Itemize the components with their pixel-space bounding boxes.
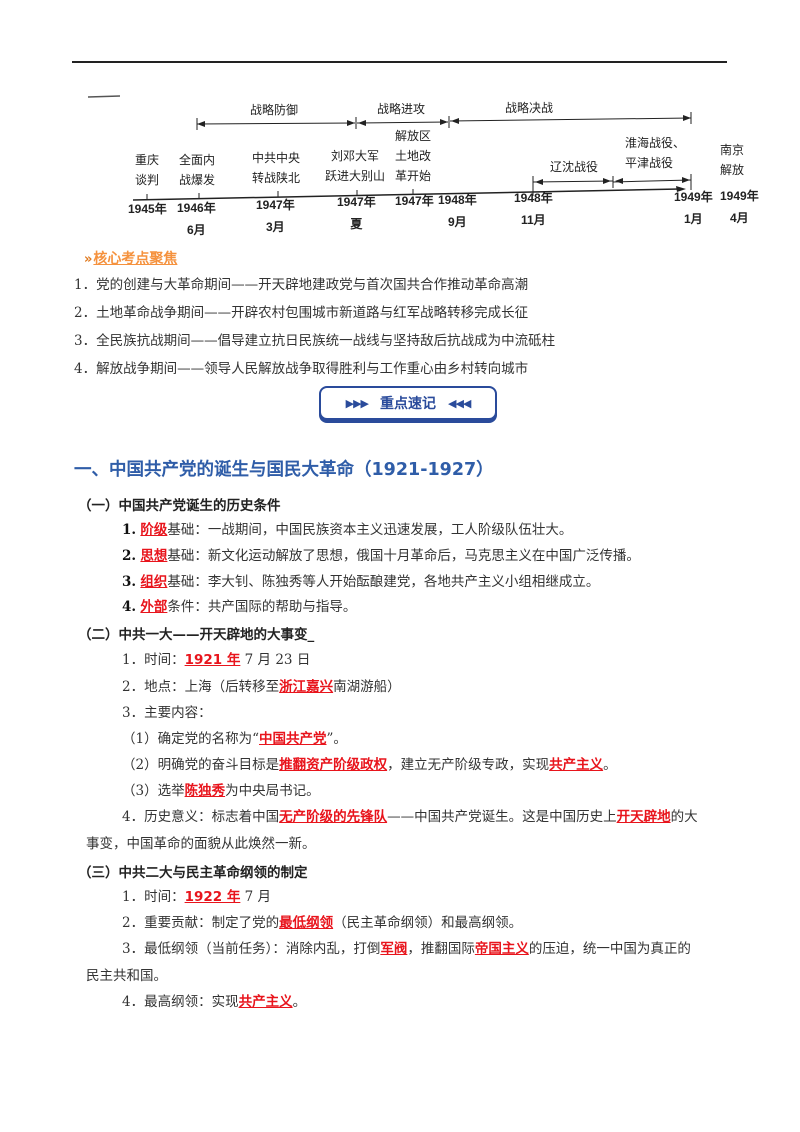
first-congress-content-label: 3．主要内容： bbox=[122, 705, 212, 721]
event-shaanbei: 中共中央 转战陕北 bbox=[252, 151, 301, 185]
focus-heading-label: 核心考点聚焦 bbox=[93, 251, 178, 267]
date-1948-9: 1948年 9月 bbox=[438, 193, 477, 229]
double-chevron-icon: » bbox=[84, 252, 93, 267]
header-rule bbox=[72, 61, 727, 63]
date-1945: 1945年 bbox=[128, 202, 167, 216]
subsection-title-3: （三）中共二大与民主革命纲领的制定 bbox=[78, 865, 308, 881]
liberation-war-timeline: 战略防御 战略进攻 战略决战 重庆 谈判 全面内 战爆发 中共中央 转战陕北 刘邓大军… bbox=[80, 90, 759, 240]
phase-defense: 战略防御 bbox=[250, 103, 299, 117]
date-1947-summer: 1947年夏 bbox=[337, 195, 376, 231]
timeline-lines bbox=[87, 95, 692, 201]
condition-item: 2. 思想基础：新文化运动解放了思想，俄国十月革命后，马克思主义在中国广泛传播。 bbox=[122, 548, 640, 564]
triple-right-arrow-icon: ▶▶▶ bbox=[345, 396, 369, 410]
event-huaihai-pingjin: 淮海战役、 平津战役 bbox=[625, 136, 686, 170]
content-item-3: （3）选举陈独秀为中央局书记。 bbox=[122, 783, 320, 799]
section-title: 一、中国共产党的诞生与国民大革命（1921-1927） bbox=[74, 460, 494, 480]
triple-left-arrow-icon: ◀◀◀ bbox=[448, 396, 471, 410]
date-1948-11: 1948年 11月 bbox=[514, 191, 553, 227]
condition-item: 3. 组织基础：李大钊、陈独秀等人开始酝酿建党，各地共产主义小组相继成立。 bbox=[122, 574, 600, 590]
key-notes-banner: ▶▶▶ 重点速记 ◀◀◀ bbox=[319, 386, 497, 420]
event-civil-war: 全面内 战爆发 bbox=[179, 153, 216, 187]
significance-continued: 事变，中国革命的面貌从此焕然一新。 bbox=[86, 836, 316, 852]
focus-item: 1．党的创建与大革命期间——开天辟地建政党与首次国共合作推动革命高潮 bbox=[74, 277, 529, 293]
phase-decisive: 战略决战 bbox=[505, 101, 554, 115]
date-1946-6: 1946年 6月 bbox=[177, 201, 216, 237]
minimum-program-continued: 民主共和国。 bbox=[86, 968, 167, 984]
date-1949-4: 1949年 4月 bbox=[720, 189, 759, 225]
subsection-title-2: （二）中共一大——开天辟地的大事变_ bbox=[78, 627, 315, 643]
significance: 4．历史意义：标志着中国无产阶级的先锋队——中国共产党诞生。这是中国历史上开天辟… bbox=[122, 809, 698, 825]
first-congress-time: 1．时间：1921 年 7 月 23 日 bbox=[122, 652, 311, 668]
second-congress-contribution: 2．重要贡献：制定了党的最低纲领（民主革命纲领）和最高纲领。 bbox=[122, 915, 523, 931]
first-congress-place: 2．地点：上海（后转移至浙江嘉兴南湖游船） bbox=[122, 679, 401, 695]
content-item-2: （2）明确党的奋斗目标是推翻资产阶级政权，建立无产阶级专政，实现共产主义。 bbox=[122, 757, 617, 773]
condition-item: 4. 外部条件：共产国际的帮助与指导。 bbox=[122, 599, 357, 615]
keyword: 组织 bbox=[140, 574, 168, 590]
date-1947-3: 1947年 3月 bbox=[256, 198, 295, 234]
maximum-program: 4．最高纲领：实现共产主义。 bbox=[122, 994, 307, 1010]
content-item-1: （1）确定党的名称为“中国共产党”。 bbox=[122, 731, 347, 747]
keyword: 阶级 bbox=[140, 522, 168, 538]
focus-list: 1．党的创建与大革命期间——开天辟地建政党与首次国共合作推动革命高潮 2．土地革… bbox=[74, 271, 555, 383]
event-dabieshan: 刘邓大军 跃进大别山 bbox=[325, 149, 386, 183]
condition-item: 1. 阶级基础：一战期间，中国民族资本主义迅速发展，工人阶级队伍壮大。 bbox=[122, 522, 573, 538]
subsection-title-1: （一）中国共产党诞生的历史条件 bbox=[78, 498, 281, 514]
event-liaoshen: 辽沈战役 bbox=[550, 160, 599, 174]
phase-offense: 战略进攻 bbox=[377, 102, 426, 116]
date-1949-1: 1949年 1月 bbox=[674, 190, 713, 226]
focus-heading: »核心考点聚焦 bbox=[84, 248, 177, 268]
focus-item: 4．解放战争期间——领导人民解放战争取得胜利与工作重心由乡村转向城市 bbox=[74, 361, 529, 377]
event-land-reform: 解放区 土地改 革开始 bbox=[395, 129, 432, 183]
focus-item: 2．土地革命战争期间——开辟农村包围城市新道路与红军战略转移完成长征 bbox=[74, 305, 529, 321]
event-nanjing: 南京 解放 bbox=[720, 143, 745, 177]
banner-label: 重点速记 bbox=[380, 396, 436, 412]
focus-item: 3．全民族抗战期间——倡导建立抗日民族统一战线与坚持敌后抗战成为中流砥柱 bbox=[74, 333, 556, 349]
keyword: 外部 bbox=[140, 599, 168, 615]
minimum-program: 3．最低纲领（当前任务）：消除内乱，打倒军阀，推翻国际帝国主义的压迫，统一中国为… bbox=[122, 941, 691, 957]
date-1947: 1947年 bbox=[395, 194, 434, 208]
second-congress-time: 1．时间：1922 年 7 月 bbox=[122, 889, 272, 905]
event-chongqing: 重庆 谈判 bbox=[135, 153, 160, 187]
keyword: 思想 bbox=[140, 548, 168, 564]
